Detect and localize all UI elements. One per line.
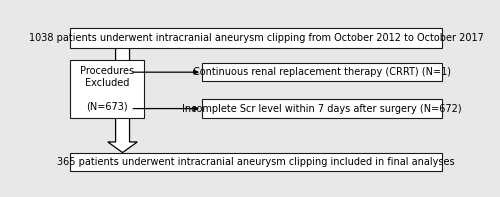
FancyBboxPatch shape [70, 28, 442, 48]
Text: 1038 patients underwent intracranial aneurysm clipping from October 2012 to Octo: 1038 patients underwent intracranial ane… [29, 33, 483, 43]
Text: Continuous renal replacement therapy (CRRT) (N=1): Continuous renal replacement therapy (CR… [193, 67, 451, 77]
Text: Incomplete Scr level within 7 days after surgery (N=672): Incomplete Scr level within 7 days after… [182, 104, 462, 114]
FancyBboxPatch shape [202, 63, 442, 81]
FancyBboxPatch shape [70, 152, 442, 171]
Text: 365 patients underwent intracranial aneurysm clipping included in final analyses: 365 patients underwent intracranial aneu… [58, 157, 455, 167]
FancyBboxPatch shape [202, 99, 442, 118]
FancyBboxPatch shape [70, 60, 144, 118]
Text: Procedures
Excluded

(N=673): Procedures Excluded (N=673) [80, 66, 134, 111]
Polygon shape [108, 48, 138, 152]
